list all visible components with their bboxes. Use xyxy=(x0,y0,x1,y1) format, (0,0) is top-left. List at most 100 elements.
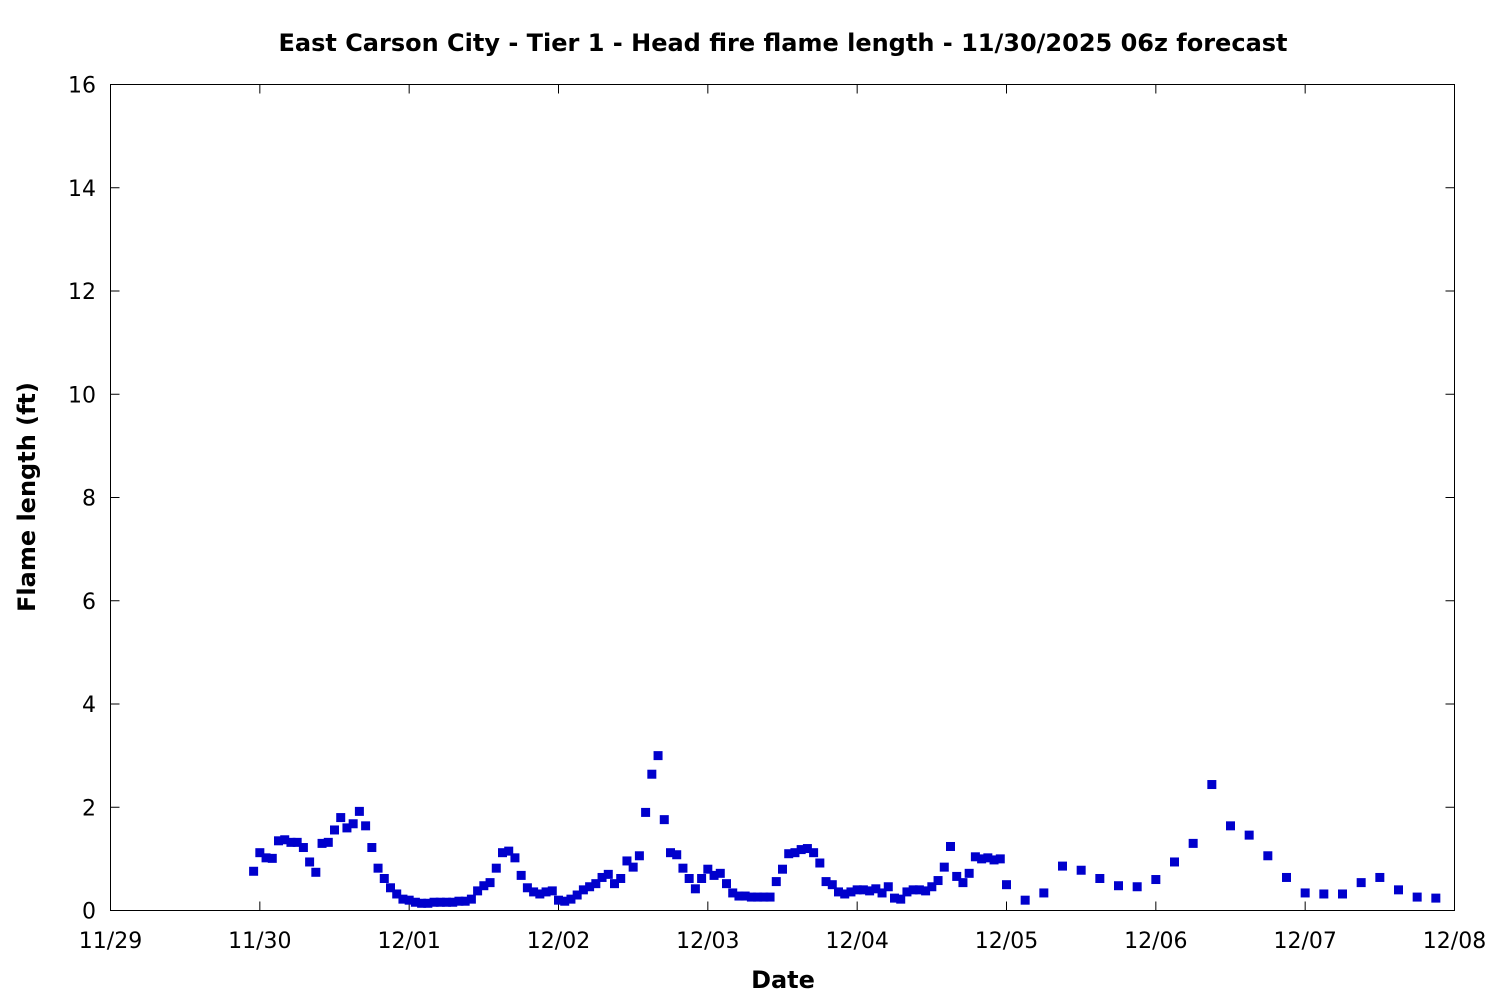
data-point xyxy=(983,853,993,863)
data-point xyxy=(442,897,451,907)
data-point xyxy=(815,858,825,868)
data-point xyxy=(1170,857,1179,867)
data-point xyxy=(1020,895,1030,905)
data-point xyxy=(622,856,632,866)
data-point xyxy=(908,885,918,895)
data-point xyxy=(709,870,719,880)
data-point xyxy=(261,853,271,863)
data-point xyxy=(379,873,389,883)
data-point xyxy=(1263,851,1273,861)
data-point xyxy=(697,873,707,883)
data-point xyxy=(858,885,868,895)
data-point xyxy=(448,897,458,907)
data-point xyxy=(703,864,713,874)
data-point xyxy=(305,857,315,867)
data-point xyxy=(386,883,395,893)
data-point xyxy=(1300,888,1310,898)
data-point xyxy=(373,863,383,873)
data-point xyxy=(510,853,520,863)
data-point xyxy=(1319,889,1329,899)
x-axis-label: Date xyxy=(751,966,815,994)
data-point xyxy=(653,751,663,761)
data-point xyxy=(840,889,850,899)
x-tick-label: 12/05 xyxy=(975,929,1038,954)
data-point xyxy=(740,891,750,901)
y-tick-label: 6 xyxy=(82,590,96,615)
data-point xyxy=(354,806,364,816)
data-point xyxy=(398,894,408,904)
data-point xyxy=(1114,881,1123,891)
y-tick-label: 4 xyxy=(82,693,96,718)
data-point xyxy=(591,879,601,889)
y-tick-label: 0 xyxy=(82,900,96,925)
data-point xyxy=(298,843,308,853)
data-point xyxy=(1058,861,1067,871)
data-point xyxy=(809,848,819,858)
x-tick-label: 11/29 xyxy=(79,929,142,954)
data-point xyxy=(628,862,638,872)
x-tick-label: 12/08 xyxy=(1423,929,1486,954)
data-point xyxy=(852,885,862,895)
data-point xyxy=(342,823,352,833)
data-point xyxy=(566,894,576,904)
data-point xyxy=(429,897,439,907)
x-tick-label: 11/30 xyxy=(228,929,291,954)
data-point xyxy=(274,836,283,846)
data-point xyxy=(317,838,327,848)
data-point xyxy=(491,863,501,873)
data-point xyxy=(690,884,700,894)
data-points xyxy=(249,751,1441,908)
data-point xyxy=(964,868,974,878)
data-point xyxy=(846,887,856,897)
data-point xyxy=(1095,873,1105,883)
data-point xyxy=(516,870,526,880)
data-point xyxy=(734,891,744,901)
plot-frame xyxy=(110,84,1455,911)
data-point xyxy=(1431,893,1441,903)
data-point xyxy=(367,843,377,853)
data-point xyxy=(871,884,881,894)
data-point xyxy=(634,851,644,861)
data-point xyxy=(522,883,532,893)
data-point xyxy=(647,769,657,779)
data-point xyxy=(323,837,333,847)
data-point xyxy=(1282,872,1291,882)
data-point xyxy=(1338,889,1347,899)
data-point xyxy=(765,892,775,902)
data-point xyxy=(914,885,924,895)
data-point xyxy=(877,888,887,898)
data-point xyxy=(784,849,794,859)
chart-title: East Carson City - Tier 1 - Head fire fl… xyxy=(278,29,1287,57)
data-point xyxy=(746,892,756,902)
data-point xyxy=(1151,875,1161,885)
data-point xyxy=(753,892,763,902)
y-tick-label: 10 xyxy=(68,383,96,408)
data-point xyxy=(616,873,626,883)
y-axis: 0 2 4 6 8 10 12 14 16 xyxy=(68,74,1455,925)
data-point xyxy=(597,872,607,882)
data-point xyxy=(827,880,837,890)
y-tick-label: 12 xyxy=(68,280,96,305)
data-point xyxy=(796,845,806,855)
data-point xyxy=(958,878,968,888)
data-point xyxy=(722,879,731,889)
data-point xyxy=(921,886,931,896)
data-point xyxy=(280,835,290,845)
data-point xyxy=(454,896,464,906)
data-point xyxy=(479,881,489,891)
data-point xyxy=(939,862,949,872)
x-tick-label: 12/01 xyxy=(377,929,440,954)
data-point xyxy=(1412,892,1422,902)
data-point xyxy=(778,864,787,874)
data-point xyxy=(977,854,987,864)
data-point xyxy=(802,844,812,854)
data-point xyxy=(890,893,899,903)
data-point xyxy=(330,825,339,835)
data-point xyxy=(311,867,321,877)
data-point xyxy=(417,898,427,908)
data-point xyxy=(1188,838,1198,848)
data-point xyxy=(404,895,414,905)
data-point xyxy=(292,837,302,847)
data-point xyxy=(423,898,433,908)
